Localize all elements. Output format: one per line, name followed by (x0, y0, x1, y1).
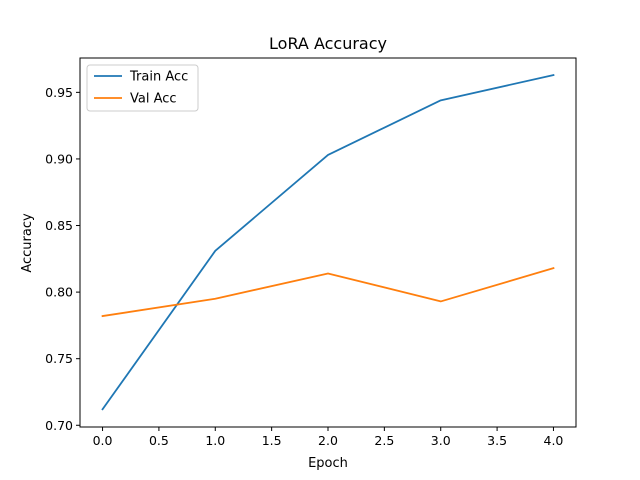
x-tick-label: 2.5 (374, 433, 394, 448)
y-tick-label: 0.85 (45, 218, 73, 233)
data-point-0-0 (102, 408, 104, 410)
y-tick-label: 0.90 (45, 151, 73, 166)
legend: Train Acc Val Acc (86, 64, 199, 112)
data-point-1-0 (102, 315, 104, 317)
x-tick-label: 0.0 (93, 433, 113, 448)
plot-marks (101, 73, 555, 411)
data-point-1-4 (553, 267, 555, 269)
y-axis-ticks: 0.70 0.75 0.80 0.85 0.90 0.95 (45, 85, 80, 433)
y-tick-label: 0.70 (45, 418, 73, 433)
x-tick-label: 3.0 (431, 433, 451, 448)
x-axis-label: Epoch (308, 456, 348, 471)
series-line-1 (101, 267, 555, 318)
data-point-0-3 (440, 99, 442, 101)
data-point-1-1 (214, 298, 216, 300)
data-point-1-2 (327, 273, 329, 275)
y-tick-label: 0.80 (45, 285, 73, 300)
x-tick-label: 1.5 (262, 433, 282, 448)
y-tick-label: 0.95 (45, 85, 73, 100)
data-point-0-4 (553, 74, 555, 76)
data-point-0-1 (214, 250, 216, 252)
y-tick-label: 0.75 (45, 351, 73, 366)
x-axis-ticks: 0.0 0.5 1.0 1.5 2.0 2.5 3.0 3.5 4.0 (93, 427, 564, 448)
x-tick-label: 1.0 (205, 433, 225, 448)
legend-label-val-acc: Val Acc (130, 92, 177, 107)
data-point-0-2 (327, 154, 329, 156)
chart-title: LoRA Accuracy (269, 34, 387, 53)
data-point-1-3 (440, 301, 442, 303)
x-tick-label: 3.5 (487, 433, 507, 448)
x-tick-label: 2.0 (318, 433, 338, 448)
legend-label-train-acc: Train Acc (129, 70, 188, 85)
x-tick-label: 0.5 (149, 433, 169, 448)
y-axis-label: Accuracy (20, 213, 35, 273)
x-tick-label: 4.0 (544, 433, 564, 448)
